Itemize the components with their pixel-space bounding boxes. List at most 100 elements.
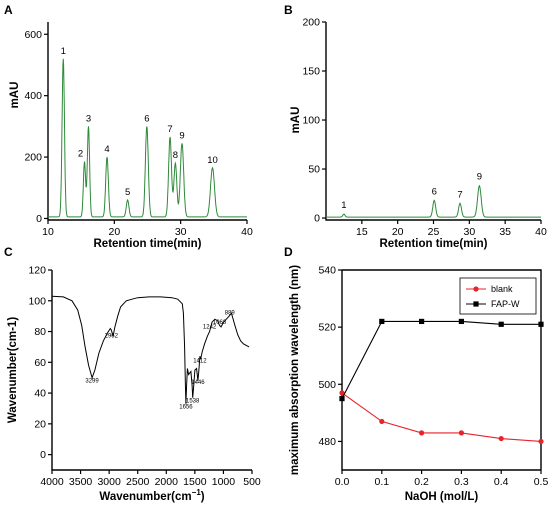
x-tick-label: 25 xyxy=(428,226,440,238)
x-tick-label: 20 xyxy=(108,226,120,238)
peak-annotation: 3299 xyxy=(85,378,99,384)
legend-marker xyxy=(473,286,479,292)
legend-label: blank xyxy=(491,284,513,294)
y-tick-label: 0 xyxy=(36,213,42,225)
x-axis-label: Wavenumber(cm−1) xyxy=(99,488,204,503)
y-tick-label: 200 xyxy=(24,152,42,164)
data-point xyxy=(419,430,425,436)
data-point xyxy=(498,435,504,442)
x-tick-label: 0.5 xyxy=(534,476,549,488)
x-tick-label: 3000 xyxy=(97,476,121,488)
panel-letter: D xyxy=(284,245,293,259)
peak-annotation: 1446 xyxy=(191,380,205,386)
peak-label: 1 xyxy=(61,46,66,57)
peak-annotation: 2962 xyxy=(105,334,119,340)
chromatogram-trace xyxy=(326,184,541,218)
axis-frame-top-right xyxy=(342,269,542,470)
panel-c-ftir-spectrum: C 4000 3500 3000 2500 2000 1500 1000 500 0 20 40 60 8… xyxy=(4,245,261,503)
panel-d-wavelength-plot: D 0.0 0.1 0.2 0.3 0.4 0.5 480 500 520 540 blank FAP-… xyxy=(284,245,548,503)
y-tick-label: 120 xyxy=(28,265,46,277)
y-tick-label: 150 xyxy=(302,66,320,78)
peak-annotation: 889 xyxy=(225,311,236,317)
peak-label: 7 xyxy=(457,189,462,200)
x-tick-label: 40 xyxy=(535,226,547,238)
x-tick-label: 500 xyxy=(243,476,261,488)
x-tick-label: 2000 xyxy=(155,476,179,488)
peak-annotation: 1412 xyxy=(193,358,207,364)
legend: blank FAP-W xyxy=(459,277,537,315)
x-tick-label: 0.4 xyxy=(494,476,509,488)
y-tick-label: 400 xyxy=(24,90,42,102)
data-point xyxy=(538,321,544,327)
data-point xyxy=(339,390,345,396)
data-point xyxy=(339,395,345,402)
y-tick-label: 600 xyxy=(24,29,42,41)
peak-annotation: 1068 xyxy=(213,320,227,326)
x-tick-label: 1000 xyxy=(212,476,236,488)
data-point xyxy=(458,318,464,325)
data-point xyxy=(458,430,464,436)
data-point xyxy=(498,321,504,327)
panel-letter: A xyxy=(4,3,13,17)
legend-label: FAP-W xyxy=(491,299,520,309)
x-tick-label: 0.1 xyxy=(374,476,389,488)
panel-letter: C xyxy=(4,245,13,259)
x-tick-label: 40 xyxy=(241,226,253,238)
panel-a-chromatogram: A10 20 30 40020040060012345678910Retention … xyxy=(4,3,253,250)
peak-label: 10 xyxy=(207,155,218,166)
x-axis-label: Retention time(min) xyxy=(94,238,202,250)
peak-annotation: 1656 xyxy=(179,404,193,410)
panel-letter: B xyxy=(284,3,293,17)
x-tick-label: 15 xyxy=(356,226,368,238)
legend-marker xyxy=(473,301,479,307)
panel-b-chromatogram: B 15 20 25 30 35 40 0 50 100 150 200 1 6 7 9 Retention t… xyxy=(284,3,547,250)
legend-box xyxy=(459,277,537,315)
series-line-fap-w xyxy=(341,320,541,399)
y-tick-label: 480 xyxy=(318,436,336,448)
y-axis-label: mAU xyxy=(290,107,302,134)
y-tick-label: 540 xyxy=(318,265,336,277)
x-tick-label: 0.0 xyxy=(335,476,350,488)
y-tick-label: 520 xyxy=(318,322,336,334)
y-tick-label: 100 xyxy=(302,115,320,127)
x-tick-label: 0.2 xyxy=(414,476,429,488)
peak-label: 9 xyxy=(477,172,482,183)
x-tick-label: 30 xyxy=(175,226,187,238)
data-point xyxy=(419,318,425,325)
x-tick-label: 0.3 xyxy=(454,476,469,488)
y-axis-label: mAU xyxy=(9,82,21,109)
x-axis-label: Retention time(min) xyxy=(380,238,488,250)
y-tick-label: 200 xyxy=(302,17,320,29)
y-tick-label: 100 xyxy=(28,295,46,307)
y-axis-label: Wavenumber(cm-1) xyxy=(7,317,19,423)
x-tick-label: 3500 xyxy=(69,476,93,488)
data-point xyxy=(379,418,385,425)
peak-label: 5 xyxy=(125,187,130,198)
x-axis-label: NaOH (mol/L) xyxy=(405,491,479,503)
peak-label: 9 xyxy=(179,130,184,141)
peak-label: 4 xyxy=(104,144,109,155)
peak-label: 2 xyxy=(78,149,83,160)
y-axis-label: maximum absorption wavelength (nm) xyxy=(289,265,301,475)
y-tick-label: 80 xyxy=(34,326,46,338)
peak-label: 6 xyxy=(144,113,149,124)
data-point xyxy=(379,318,385,325)
x-tick-label: 2500 xyxy=(126,476,150,488)
y-tick-label: 500 xyxy=(318,379,336,391)
x-tick-label: 30 xyxy=(463,226,475,238)
x-tick-label: 10 xyxy=(42,226,54,238)
y-tick-label: 60 xyxy=(34,357,46,369)
data-point xyxy=(538,438,544,445)
peak-annotation: 1242 xyxy=(203,324,217,330)
peak-label: 1 xyxy=(341,200,346,211)
y-tick-label: 50 xyxy=(308,164,320,176)
axis-lines xyxy=(51,270,252,471)
x-tick-label: 4000 xyxy=(40,476,64,488)
series-line-blank xyxy=(341,392,542,442)
y-tick-label: 0 xyxy=(314,213,320,225)
y-tick-label: 40 xyxy=(34,388,46,400)
x-tick-label: 1500 xyxy=(183,476,207,488)
peak-label: 3 xyxy=(86,113,91,124)
peak-annotation: 1538 xyxy=(186,398,200,404)
